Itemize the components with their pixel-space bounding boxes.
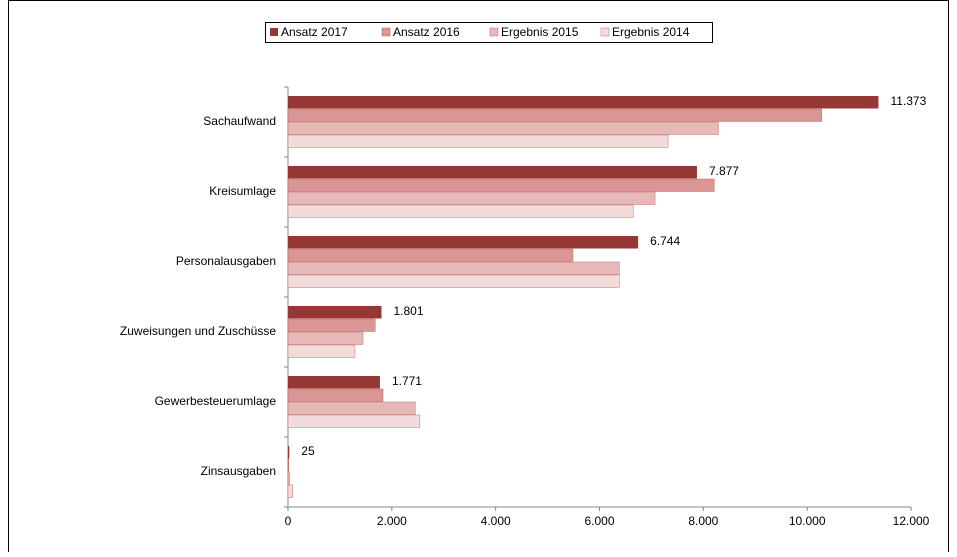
bar [287, 401, 416, 415]
frame [8, 0, 949, 557]
category-label: Kreisumlage [209, 184, 276, 198]
bar [287, 178, 715, 192]
value-label: 6.744 [650, 234, 680, 248]
value-label: 11.373 [890, 94, 926, 108]
bar [288, 376, 380, 389]
bar [287, 261, 620, 275]
x-tick-label: 0 [285, 514, 292, 528]
legend-swatch [270, 28, 278, 36]
legend-label: Ansatz 2016 [393, 25, 460, 39]
category-label: Sachaufwand [203, 114, 276, 128]
bar [288, 96, 879, 109]
value-label: 25 [301, 444, 315, 458]
value-label: 1.771 [392, 374, 422, 388]
bar [287, 191, 656, 205]
category-label: Zinsausgaben [201, 464, 276, 478]
value-label: 7.877 [709, 164, 739, 178]
bar [287, 318, 376, 332]
value-label: 1.801 [394, 304, 424, 318]
bar [287, 331, 364, 345]
category-label: Personalausgaben [176, 254, 276, 268]
bar [287, 458, 289, 472]
category-label: Zuweisungen und Zuschüsse [120, 324, 276, 338]
bar [287, 204, 634, 218]
x-tick-label: 12.000 [893, 514, 930, 528]
bar [288, 306, 382, 319]
x-tick-label: 6.000 [584, 514, 614, 528]
category-label: Gewerbesteuerumlage [155, 394, 277, 408]
bar [287, 344, 356, 358]
bar [287, 414, 421, 428]
legend-label: Ansatz 2017 [281, 25, 348, 39]
bar [287, 121, 719, 135]
legend-swatch [489, 27, 499, 37]
legend-swatch [381, 27, 391, 37]
legend-swatch [600, 27, 610, 37]
x-tick-label: 2.000 [377, 514, 407, 528]
bar [288, 236, 639, 249]
bar [288, 446, 290, 459]
x-tick-label: 10.000 [789, 514, 826, 528]
legend-label: Ergebnis 2014 [612, 25, 690, 39]
bar [287, 471, 290, 485]
x-tick-label: 4.000 [481, 514, 511, 528]
bar [287, 484, 293, 498]
bar [287, 248, 574, 262]
bar [287, 108, 822, 122]
legend-box [265, 22, 713, 43]
bar [288, 166, 697, 179]
x-tick-label: 8.000 [688, 514, 718, 528]
bar [287, 388, 384, 402]
legend-label: Ergebnis 2015 [501, 25, 579, 39]
bar [287, 134, 669, 148]
bar [287, 274, 620, 288]
